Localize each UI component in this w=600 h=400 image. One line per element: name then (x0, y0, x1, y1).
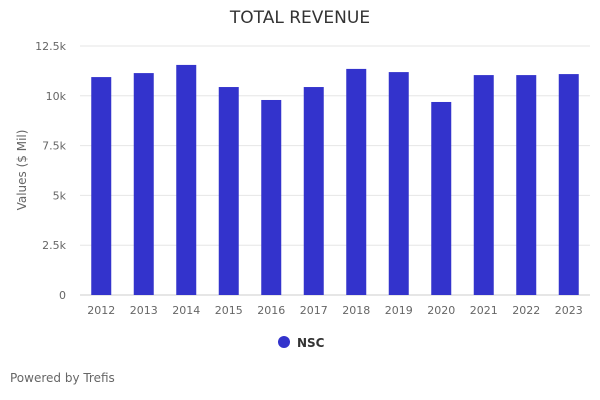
bar-2023 (558, 74, 579, 296)
x-tick-label: 2012 (87, 304, 115, 317)
y-axis-label: Values ($ Mil) (15, 130, 29, 211)
y-tick-label: 12.5k (35, 40, 66, 53)
x-tick-label: 2017 (300, 304, 328, 317)
x-tick-label: 2021 (470, 304, 498, 317)
chart-title: TOTAL REVENUE (229, 8, 371, 28)
bar-2013 (133, 73, 154, 295)
bar-2018 (346, 68, 367, 296)
x-tick-label: 2015 (215, 304, 243, 317)
y-tick-label: 5k (53, 189, 67, 202)
legend-label: NSC (297, 336, 325, 350)
x-tick-label: 2022 (512, 304, 540, 317)
y-tick-label: 7.5k (42, 140, 66, 153)
powered-by-footer: Powered by Trefis (10, 371, 115, 385)
bar-2016 (261, 99, 282, 295)
bar-2022 (516, 75, 537, 296)
bar-2017 (303, 87, 324, 295)
bar-2021 (473, 75, 494, 296)
y-tick-label: 0 (59, 289, 66, 302)
x-tick-label: 2023 (555, 304, 583, 317)
bar-2020 (431, 101, 452, 296)
x-tick-label: 2016 (257, 304, 285, 317)
x-tick-label: 2014 (172, 304, 200, 317)
x-tick-label: 2020 (427, 304, 455, 317)
x-tick-label: 2019 (385, 304, 413, 317)
x-tick-label: 2018 (342, 304, 370, 317)
bar-2019 (388, 72, 409, 295)
y-tick-label: 10k (46, 90, 67, 103)
bar-2012 (91, 77, 112, 296)
bar-2014 (176, 64, 197, 295)
x-tick-label: 2013 (130, 304, 158, 317)
y-tick-label: 2.5k (42, 239, 66, 252)
bar-2015 (218, 87, 239, 295)
legend-marker (278, 336, 290, 348)
